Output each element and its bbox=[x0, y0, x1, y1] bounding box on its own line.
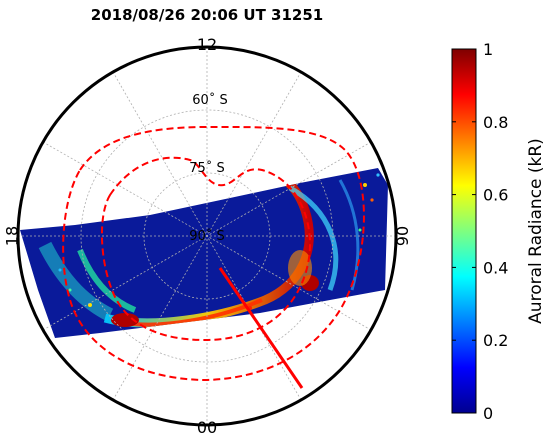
colorbar-tick-label: 0.6 bbox=[483, 186, 508, 205]
dawn-outer-arc-2 bbox=[338, 179, 360, 291]
oval-outer-boundary bbox=[62, 125, 365, 382]
colorbar-ticks: 0 0.2 0.4 0.6 0.8 1 bbox=[452, 40, 508, 423]
colorbar-tick-label: 0.4 bbox=[483, 258, 508, 277]
latitude-label-pole: 90˚ S bbox=[189, 228, 224, 244]
colorbar-tick-label: 1 bbox=[483, 40, 493, 59]
figure-title: 2018/08/26 20:06 UT 31251 bbox=[91, 6, 323, 24]
colorbar-gradient bbox=[451, 48, 477, 414]
polar-plot: 60˚ S 75˚ S 90˚ S 12 00 18 06 bbox=[3, 35, 412, 436]
bright-patch-dawn-glow bbox=[288, 250, 312, 286]
polar-grid bbox=[18, 47, 396, 425]
colorbar-tick-label: 0.2 bbox=[483, 331, 508, 350]
bright-patch-midnight bbox=[111, 313, 139, 327]
hour-label-00: 00 bbox=[197, 418, 217, 436]
colorbar-tick-label: 0 bbox=[483, 404, 493, 423]
colorbar: 0 0.2 0.4 0.6 0.8 1 Auroral Radiance (kR) bbox=[451, 40, 546, 423]
hour-label-18: 18 bbox=[3, 226, 22, 246]
dawn-outer-arc bbox=[288, 185, 339, 291]
sun-direction-line bbox=[218, 267, 304, 389]
hour-label-06: 06 bbox=[393, 226, 412, 246]
imager-swath bbox=[20, 168, 388, 338]
plot-boundary-ring bbox=[16, 45, 398, 427]
evening-arc-diffuse bbox=[38, 241, 114, 322]
oval-boundaries bbox=[62, 125, 365, 382]
latitude-label-75: 75˚ S bbox=[189, 160, 224, 176]
colorbar-label: Auroral Radiance (kR) bbox=[526, 138, 546, 324]
latitude-label-60: 60˚ S bbox=[192, 92, 227, 108]
hour-label-12: 12 bbox=[197, 35, 217, 54]
evening-arc-inner bbox=[77, 248, 137, 313]
colorbar-tick-label: 0.8 bbox=[483, 113, 508, 132]
oval-inner-boundary bbox=[100, 156, 311, 342]
